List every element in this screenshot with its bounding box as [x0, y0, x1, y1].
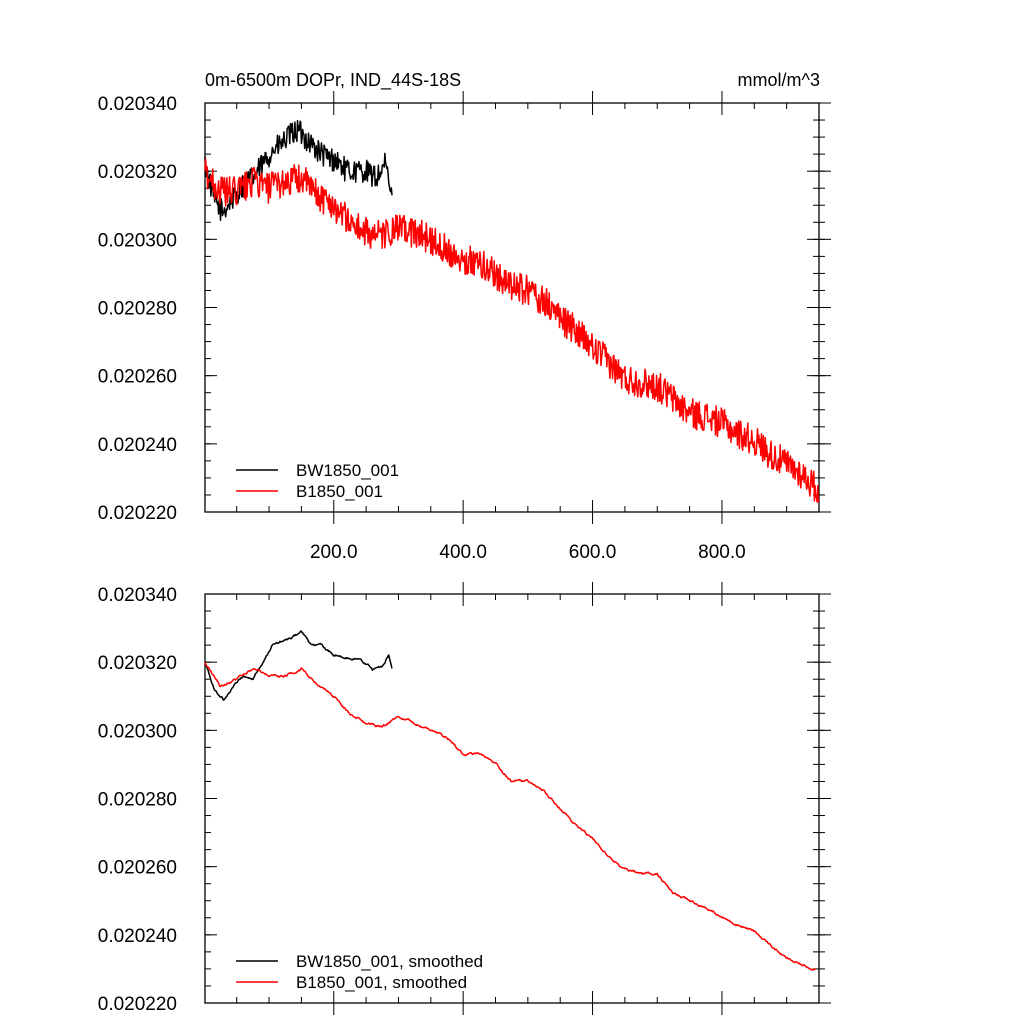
- plot-frame: [204, 593, 820, 1004]
- legend: BW1850_001, smoothed B1850_001, smoothed: [236, 952, 483, 992]
- series-line-b1850-001-smoothed: [204, 661, 817, 971]
- y-tick-label: 0.020300: [98, 721, 177, 742]
- legend-label-bw1850-smoothed: BW1850_001, smoothed: [296, 952, 483, 971]
- bottom-panel: 0.020220 0.020240 0.020260 0.020280 0.020300…: [98, 582, 831, 1015]
- y-tick-label: 0.020240: [98, 435, 177, 456]
- x-axis-labels: 200.0 400.0 600.0 800.0: [310, 542, 746, 563]
- y-tick-label: 0.020300: [98, 230, 177, 251]
- y-tick-label: 0.020320: [98, 162, 177, 183]
- y-axis-labels: 0.020220 0.020240 0.020260 0.020280 0.020300…: [98, 94, 177, 524]
- series-lines: [204, 630, 817, 971]
- legend-label-bw1850: BW1850_001: [296, 461, 399, 480]
- x-tick-label: 400.0: [439, 542, 487, 563]
- units-label: mmol/m^3: [738, 70, 820, 90]
- legend: BW1850_001 B1850_001: [236, 461, 399, 501]
- top-panel: 0m-6500m DOPr, IND_44S-18S mmol/m^3 200.…: [98, 70, 831, 563]
- axis-ticks: [205, 91, 831, 524]
- x-tick-label: 800.0: [698, 542, 746, 563]
- series-line-bw1850-001-smoothed: [204, 630, 393, 701]
- y-tick-label: 0.020340: [98, 94, 177, 115]
- y-tick-label: 0.020280: [98, 790, 177, 811]
- x-tick-label: 600.0: [569, 542, 617, 563]
- y-axis-labels: 0.020220 0.020240 0.020260 0.020280 0.020300…: [98, 585, 177, 1015]
- y-tick-label: 0.020220: [98, 994, 177, 1015]
- y-tick-label: 0.020240: [98, 926, 177, 947]
- y-tick-label: 0.020280: [98, 299, 177, 320]
- chart-title: 0m-6500m DOPr, IND_44S-18S: [205, 70, 461, 91]
- y-tick-label: 0.020220: [98, 503, 177, 524]
- axis-ticks: [205, 582, 831, 1015]
- y-tick-label: 0.020340: [98, 585, 177, 606]
- series-line-bw1850-001: [204, 119, 393, 221]
- series-line-b1850-001: [204, 158, 820, 503]
- legend-label-b1850: B1850_001: [296, 482, 383, 501]
- y-tick-label: 0.020260: [98, 367, 177, 388]
- series-lines: [204, 119, 820, 503]
- plot-frame: [204, 102, 820, 513]
- y-tick-label: 0.020320: [98, 653, 177, 674]
- y-tick-label: 0.020260: [98, 858, 177, 879]
- x-tick-label: 200.0: [310, 542, 358, 563]
- legend-label-b1850-smoothed: B1850_001, smoothed: [296, 973, 467, 992]
